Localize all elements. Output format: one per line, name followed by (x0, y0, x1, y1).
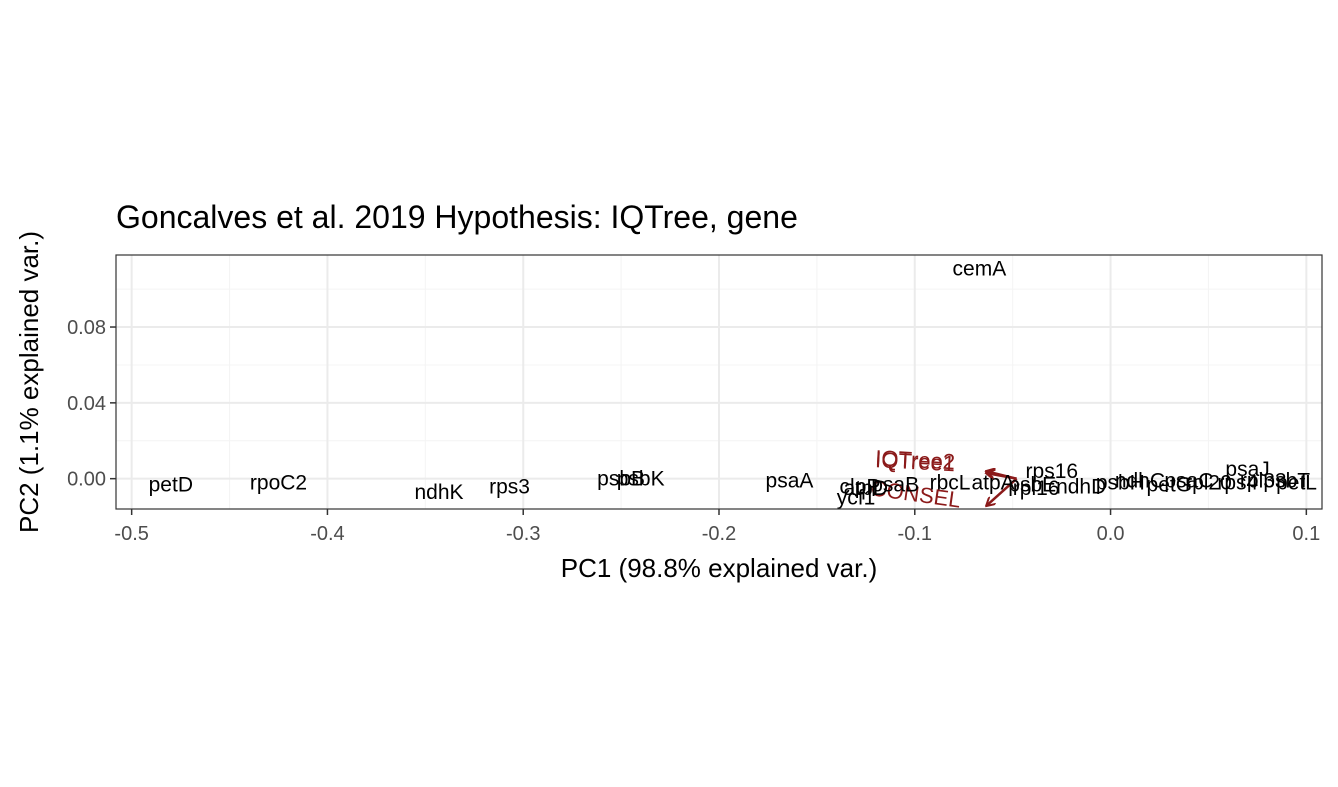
point-label: rbcL (930, 471, 971, 494)
point-label: rps3 (489, 475, 530, 498)
point-label: rps16 (1026, 460, 1079, 483)
point-label: rpl20 (1185, 471, 1232, 494)
point-label: psbT (1263, 470, 1310, 493)
point-label: psbH (1096, 471, 1145, 494)
point-label: psaA (766, 470, 814, 493)
x-axis: -0.5 -0.4 -0.3 -0.2 -0.1 0.0 0.1 (114, 509, 1320, 545)
loading-arrow (987, 477, 1018, 506)
grid-lines (116, 255, 1322, 509)
x-tick-label: -0.3 (506, 523, 540, 545)
y-tick-label: 0.04 (67, 393, 106, 415)
point-label: rps4 (1217, 471, 1258, 494)
chart-title: Goncalves et al. 2019 Hypothesis: IQTree… (116, 199, 798, 235)
x-tick-label: 0.0 (1097, 523, 1125, 545)
point-label: rpoC2 (250, 471, 307, 494)
loading-arrow (987, 471, 1017, 480)
point-label: petD (149, 473, 193, 496)
point-label: atpA (971, 471, 1014, 494)
point-label: ndhK (415, 481, 464, 504)
point-label: ndhD (1056, 475, 1106, 498)
y-tick-label: 0.00 (67, 469, 106, 491)
point-label: psaJ (1225, 458, 1269, 481)
point-label: psaC (1164, 470, 1213, 493)
x-tick-label: -0.5 (114, 523, 148, 545)
x-tick-label: -0.1 (898, 523, 932, 545)
point-label: psbK (617, 468, 665, 491)
point-label: psbE (1008, 473, 1056, 496)
x-tick-label: -0.2 (702, 523, 736, 545)
point-label: atpD (844, 477, 888, 500)
point-label: rpl33 (1240, 470, 1287, 493)
point-label: ycf1 (837, 487, 876, 510)
point-label: petL (1276, 471, 1317, 494)
point-label: psbB (597, 468, 645, 491)
point-label: psaB (871, 473, 919, 496)
x-tick-label: -0.4 (310, 523, 344, 545)
y-axis-title: PC2 (1.1% explained var.) (14, 231, 44, 533)
point-label: rpl16 (1013, 477, 1060, 500)
x-tick-label: 0.1 (1292, 523, 1320, 545)
x-axis-title: PC1 (98.8% explained var.) (561, 553, 878, 583)
point-label: clpP (840, 475, 881, 498)
y-axis: 0.00 0.04 0.08 (67, 317, 116, 491)
y-tick-label: 0.08 (67, 317, 106, 339)
point-label: petG (1147, 473, 1193, 496)
point-label: cemA (953, 257, 1007, 280)
point-label: ndhC (1115, 470, 1165, 493)
arrow-label: IQTree1 (875, 447, 956, 476)
arrow-label: IQTree2 (875, 445, 956, 474)
